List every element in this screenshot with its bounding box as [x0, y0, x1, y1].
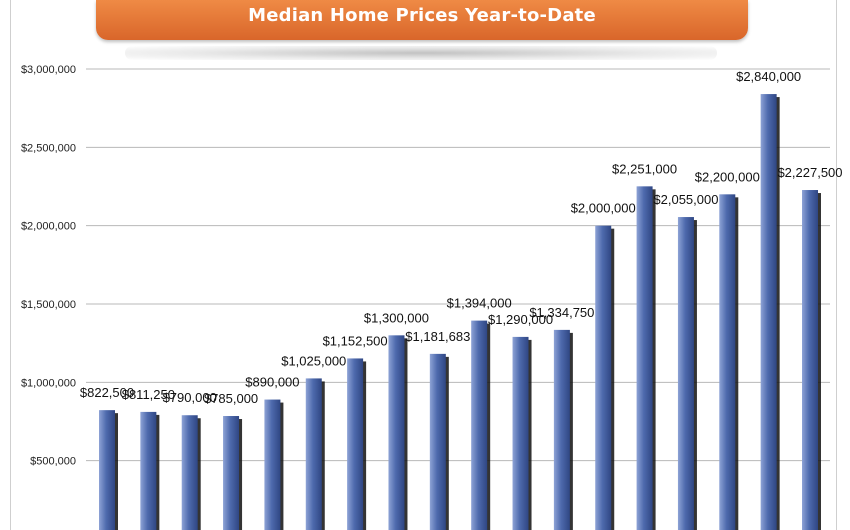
bar [512, 336, 529, 530]
data-label: $1,334,750 [529, 305, 594, 320]
data-label: $1,300,000 [364, 310, 429, 325]
data-label: $790,000 [163, 390, 217, 405]
y-tick-label: $1,500,000 [21, 299, 76, 311]
bar [264, 399, 281, 530]
data-label: $1,025,000 [281, 353, 346, 368]
bars [99, 94, 821, 530]
data-label: $1,290,000 [488, 312, 553, 327]
chart-frame-left-border [10, 0, 11, 530]
bar [99, 410, 115, 530]
bar [388, 335, 405, 530]
title-banner: Median Home Prices Year-to-Date [96, 0, 748, 40]
chart-frame-right-border [836, 0, 837, 530]
bar [223, 416, 240, 530]
chart-title: Median Home Prices Year-to-Date [248, 5, 596, 26]
data-label: $2,251,000 [612, 161, 677, 176]
data-label: $1,181,683 [405, 329, 470, 344]
data-label: $1,394,000 [447, 296, 512, 311]
data-label: $2,227,500 [777, 165, 842, 180]
y-tick-label: $1,000,000 [21, 377, 76, 389]
data-label: $785,000 [204, 391, 258, 406]
bar [305, 378, 322, 530]
bar [802, 190, 818, 530]
data-label: $822,500 [80, 385, 134, 400]
data-label: $811,250 [122, 387, 175, 402]
bar [429, 353, 446, 530]
data-label: $2,000,000 [571, 201, 636, 216]
bar [553, 329, 570, 530]
y-tick-label: $2,000,000 [21, 221, 76, 233]
bar [140, 411, 157, 530]
bar [181, 415, 198, 530]
title-banner-shadow [125, 46, 717, 60]
bar [347, 358, 364, 530]
bar [677, 217, 694, 530]
bar [471, 320, 488, 530]
y-axis-tick-labels: $500,000 $1,000,000 $1,500,000 $2,000,000 $2… [21, 64, 76, 468]
bar [595, 225, 612, 530]
data-labels: $822,500$811,250$790,000$785,000$890,000… [80, 69, 843, 406]
bar [636, 186, 653, 530]
bar [719, 194, 736, 530]
y-tick-label: $2,500,000 [21, 142, 76, 154]
data-label: $890,000 [245, 375, 299, 390]
data-label: $2,840,000 [736, 69, 801, 84]
data-label: $2,055,000 [653, 192, 718, 207]
data-label: $2,200,000 [695, 169, 760, 184]
gridlines [86, 68, 830, 462]
bar [760, 94, 777, 530]
y-tick-label: $500,000 [30, 456, 76, 468]
y-tick-label: $3,000,000 [21, 64, 76, 76]
data-label: $1,152,500 [323, 333, 388, 348]
